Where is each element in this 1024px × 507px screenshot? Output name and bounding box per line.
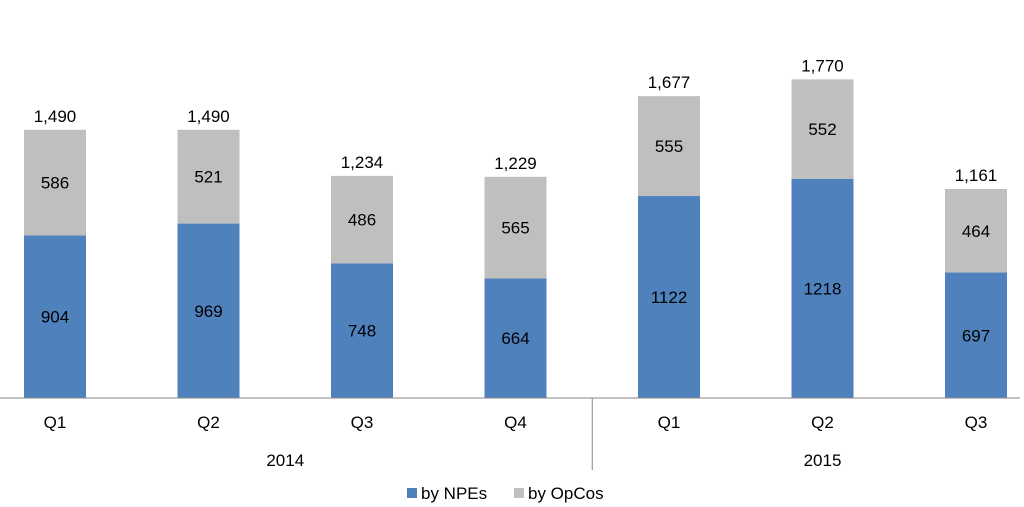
x-tick-label: Q2 (197, 413, 220, 432)
bar-value-label: 1218 (804, 279, 842, 298)
bar-total-label: 1,490 (34, 107, 77, 126)
x-tick-label: Q1 (658, 413, 681, 432)
bar-value-label: 552 (808, 120, 836, 139)
bar-value-label: 586 (41, 174, 69, 193)
x-group-label: 2014 (266, 451, 304, 470)
x-axis: Q1 Q2 Q3 Q4 Q1 Q2 Q3 2014 2015 (0, 398, 1020, 470)
x-tick-label: Q2 (811, 413, 834, 432)
legend: by NPEs by OpCos (407, 484, 604, 503)
bar-value-label: 555 (655, 137, 683, 156)
bar-total-label: 1,161 (955, 166, 998, 185)
bars-layer: 904 586 1,490 969 521 1,490 748 486 1,234 664 565 1… (24, 56, 1007, 398)
bar-value-label: 486 (348, 211, 376, 230)
bar-value-label: 521 (194, 168, 222, 187)
x-tick-label: Q4 (504, 413, 527, 432)
legend-label-npes: by NPEs (421, 484, 487, 503)
bar-value-label: 748 (348, 322, 376, 341)
legend-swatch-opcos (514, 488, 524, 498)
x-tick-label: Q3 (965, 413, 988, 432)
legend-swatch-npes (407, 488, 417, 498)
legend-label-opcos: by OpCos (528, 484, 604, 503)
bar-total-label: 1,234 (341, 153, 384, 172)
bar-total-label: 1,490 (187, 107, 230, 126)
bar-value-label: 464 (962, 222, 990, 241)
x-tick-label: Q3 (351, 413, 374, 432)
bar-value-label: 969 (194, 302, 222, 321)
bar-total-label: 1,770 (801, 56, 844, 75)
bar-value-label: 664 (501, 329, 529, 348)
bar-value-label: 697 (962, 326, 990, 345)
bar-value-label: 1122 (651, 288, 688, 307)
x-tick-label: Q1 (44, 413, 67, 432)
bar-value-label: 565 (501, 219, 529, 238)
bar-total-label: 1,677 (648, 73, 691, 92)
bar-value-label: 904 (41, 308, 69, 327)
x-group-label: 2015 (804, 451, 842, 470)
bar-total-label: 1,229 (494, 154, 537, 173)
